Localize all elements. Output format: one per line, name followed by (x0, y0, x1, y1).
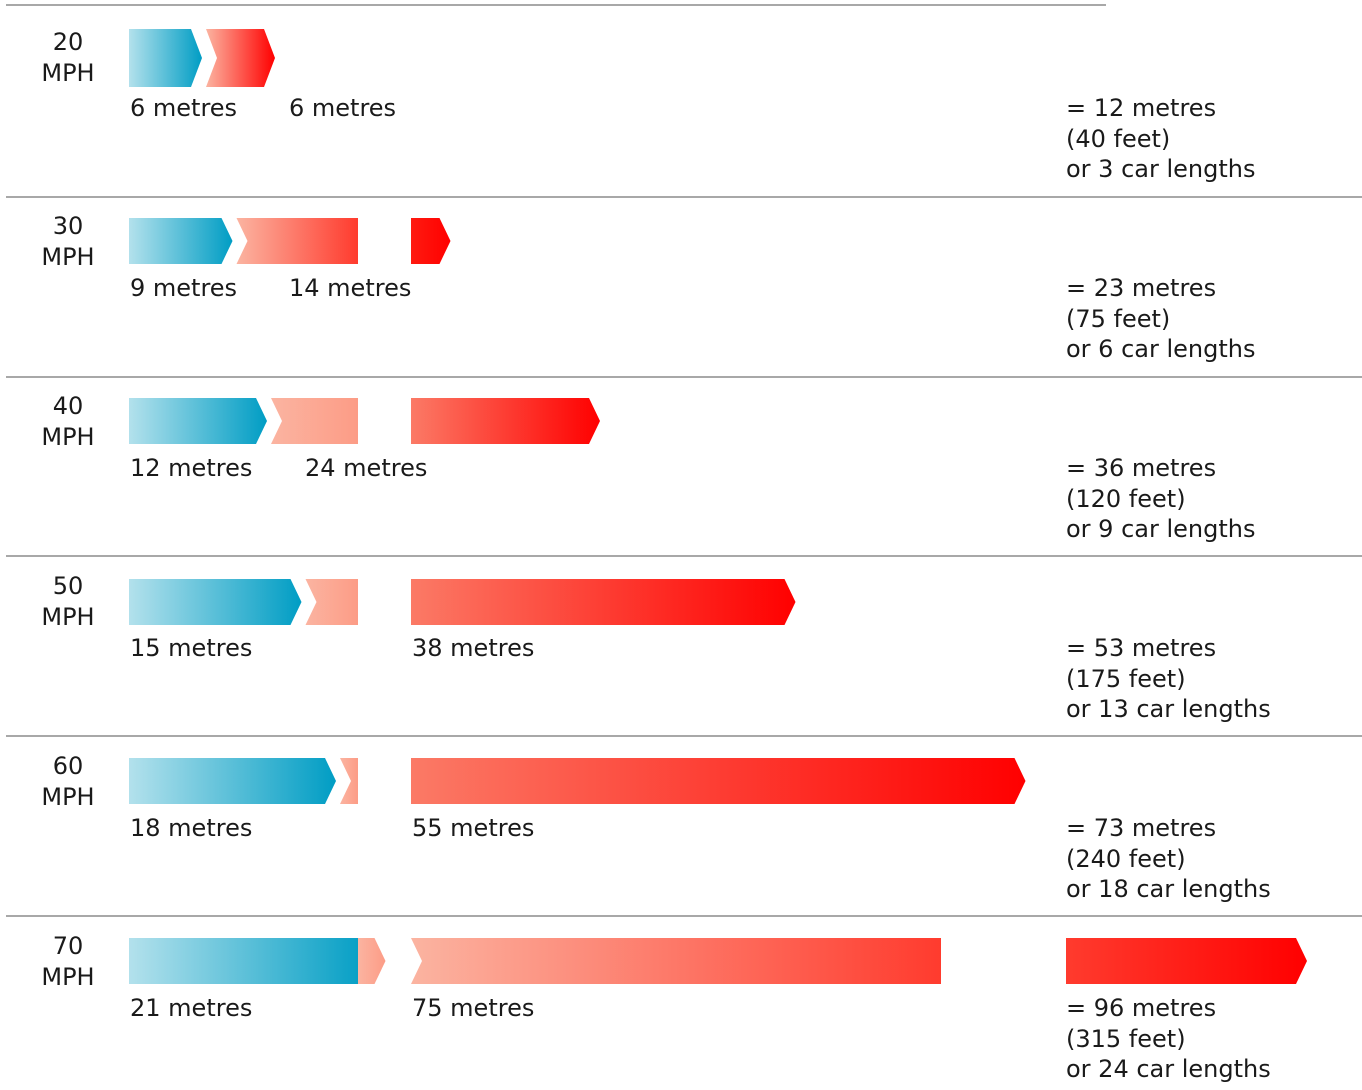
total-car-lengths: or 3 car lengths (1066, 155, 1256, 183)
bar-group (129, 218, 451, 264)
total-car-lengths: or 6 car lengths (1066, 335, 1256, 363)
total-feet: (315 feet) (1066, 1024, 1186, 1053)
braking-distance-bar (305, 579, 358, 625)
speed-value: 50 (52, 572, 84, 600)
thinking-distance-label: 12 metres (130, 454, 253, 482)
total-distance: = 73 metres (240 feet) or 18 car lengths (1066, 813, 1271, 905)
braking-distance-label: 6 metres (289, 94, 397, 122)
speed-label: 20 MPH (14, 27, 122, 89)
total-distance: = 23 metres (75 feet) or 6 car lengths (1066, 273, 1255, 365)
speed-label: 70 MPH (14, 931, 122, 993)
chart-row-20: 20 MPH 6 metres 6 metres = 12 metres (40… (0, 0, 1362, 183)
bar-group (129, 579, 796, 625)
speed-value: 40 (52, 392, 84, 420)
total-feet: (175 feet) (1066, 664, 1186, 693)
braking-distance-label: 24 metres (305, 454, 428, 482)
chart-row-70: 70 MPH 21 metres 75 metres = 96 metres (… (0, 900, 1362, 1083)
thinking-distance-bar (129, 218, 233, 264)
speed-value: 70 (52, 932, 84, 960)
bar-group (129, 398, 600, 444)
braking-distance-label: 14 metres (289, 274, 412, 302)
bar-group (129, 938, 1307, 984)
total-metres: = 36 metres (1066, 454, 1217, 482)
bar-group (129, 29, 275, 87)
braking-distance-bar (358, 938, 386, 984)
chart-row-40: 40 MPH 12 metres 24 metres = 36 metres (… (0, 360, 1362, 543)
speed-unit: MPH (41, 423, 95, 451)
row-separator (6, 915, 1362, 917)
thinking-distance-label: 21 metres (130, 994, 253, 1022)
total-metres: = 12 metres (1066, 94, 1217, 122)
braking-distance-label: 38 metres (412, 634, 535, 662)
speed-unit: MPH (41, 963, 95, 991)
total-metres: = 73 metres (1066, 814, 1217, 842)
braking-distance-label: 75 metres (412, 994, 535, 1022)
row-separator (6, 196, 1362, 198)
thinking-distance-label: 6 metres (130, 94, 238, 122)
speed-unit: MPH (41, 243, 95, 271)
chart-row-50: 50 MPH 15 metres 38 metres = 53 metres (… (0, 540, 1362, 723)
thinking-distance-bar (129, 29, 202, 87)
total-feet: (240 feet) (1066, 844, 1186, 873)
thinking-distance-label: 18 metres (130, 814, 253, 842)
braking-distance-bar (411, 218, 451, 264)
thinking-distance-label: 15 metres (130, 634, 253, 662)
braking-distance-bar (1066, 938, 1307, 984)
total-metres: = 96 metres (1066, 994, 1217, 1022)
braking-distance-bar (206, 29, 275, 87)
total-car-lengths: or 9 car lengths (1066, 515, 1256, 543)
braking-distance-bar (411, 579, 796, 625)
row-separator (6, 4, 1106, 6)
braking-distance-bar (236, 218, 358, 264)
total-feet: (40 feet) (1066, 124, 1171, 153)
total-metres: = 53 metres (1066, 634, 1217, 662)
thinking-distance-bar (129, 938, 371, 984)
total-car-lengths: or 24 car lengths (1066, 1055, 1271, 1083)
speed-label: 60 MPH (14, 751, 122, 813)
chart-row-30: 30 MPH 9 metres 14 metres = 23 metres (7… (0, 180, 1362, 363)
thinking-distance-bar (129, 579, 302, 625)
total-feet: (120 feet) (1066, 484, 1186, 513)
speed-label: 40 MPH (14, 391, 122, 453)
total-distance: = 53 metres (175 feet) or 13 car lengths (1066, 633, 1271, 725)
total-feet: (75 feet) (1066, 304, 1171, 333)
total-distance: = 12 metres (40 feet) or 3 car lengths (1066, 93, 1255, 185)
speed-value: 60 (52, 752, 84, 780)
row-separator (6, 555, 1362, 557)
bar-group (129, 758, 1026, 804)
braking-distance-bar (411, 758, 1026, 804)
speed-label: 50 MPH (14, 571, 122, 633)
speed-value: 20 (52, 28, 84, 56)
braking-distance-bar (340, 758, 358, 804)
total-distance: = 96 metres (315 feet) or 24 car lengths (1066, 993, 1271, 1085)
braking-distance-bar (411, 938, 941, 984)
speed-unit: MPH (41, 603, 95, 631)
speed-label: 30 MPH (14, 211, 122, 273)
total-distance: = 36 metres (120 feet) or 9 car lengths (1066, 453, 1255, 545)
total-car-lengths: or 13 car lengths (1066, 695, 1271, 723)
braking-distance-label: 55 metres (412, 814, 535, 842)
thinking-distance-bar (129, 398, 267, 444)
speed-unit: MPH (41, 783, 95, 811)
total-car-lengths: or 18 car lengths (1066, 875, 1271, 903)
speed-unit: MPH (41, 59, 95, 87)
thinking-distance-label: 9 metres (130, 274, 238, 302)
speed-value: 30 (52, 212, 84, 240)
thinking-distance-bar (129, 758, 336, 804)
total-metres: = 23 metres (1066, 274, 1217, 302)
braking-distance-bar (271, 398, 358, 444)
row-separator (6, 376, 1362, 378)
braking-distance-bar (411, 398, 600, 444)
chart-row-60: 60 MPH 18 metres 55 metres = 73 metres (… (0, 720, 1362, 903)
row-separator (6, 735, 1362, 737)
